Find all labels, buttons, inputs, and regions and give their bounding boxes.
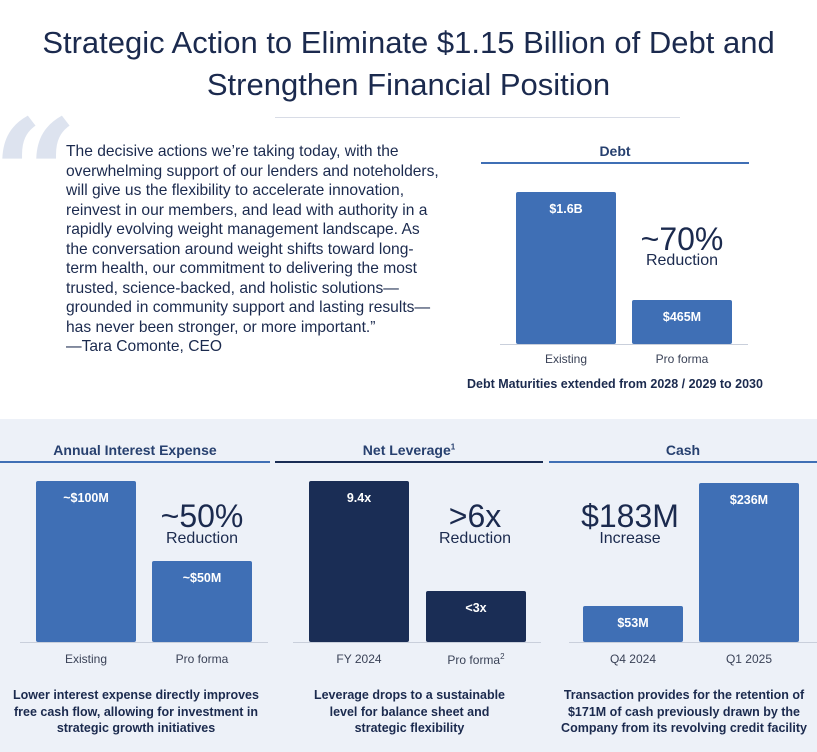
category-label: Pro forma [622, 352, 742, 366]
page-title: Strategic Action to Eliminate $1.15 Bill… [42, 25, 775, 102]
bar-value-label: $465M [662, 310, 702, 324]
category-footnote: 2 [500, 652, 505, 661]
highlight-value: >6x [448, 498, 502, 534]
bar-pro-forma: ~$50M [152, 561, 252, 642]
ceo-quote: The decisive actions we’re taking today,… [66, 142, 441, 357]
chart-title: Debt [599, 143, 631, 159]
bar-value-label: <3x [465, 601, 487, 615]
highlight-value: ~50% [160, 498, 244, 534]
category-label-text: FY 2024 [336, 652, 382, 666]
category-label: FY 2024 [299, 652, 419, 666]
highlight-label: Reduction [645, 252, 719, 269]
chart-baseline [500, 344, 748, 345]
category-label-text: Q4 2024 [609, 652, 657, 666]
quote-mark-icon: “ [0, 87, 79, 263]
bar-pro-forma: <3x [426, 591, 526, 642]
title-divider [275, 117, 680, 118]
bar-value-label: 9.4x [346, 491, 372, 505]
chart-title-text: Net Leverage [362, 442, 451, 458]
chart-caption: Leverage drops to a sustainable level fo… [313, 688, 506, 735]
category-label-text: Pro forma [447, 653, 501, 667]
chart-baseline [293, 642, 541, 643]
category-label: Q1 2025 [689, 652, 809, 666]
category-label: Existing [506, 352, 626, 366]
bar-value-label: ~$100M [63, 491, 109, 505]
highlight-label: Increase [599, 530, 661, 547]
chart-caption: Lower interest expense directly improves… [13, 688, 259, 735]
category-label-text: Pro forma [655, 352, 709, 366]
bar-existing: $1.6B [516, 192, 616, 344]
category-label: Pro forma [142, 652, 262, 666]
category-label-text: Pro forma [175, 652, 229, 666]
highlight-label: Reduction [438, 530, 512, 547]
bar-pro-forma: $465M [632, 300, 732, 344]
chart-baseline [569, 642, 817, 643]
category-label: Q4 2024 [573, 652, 693, 666]
category-label-text: Existing [64, 652, 108, 666]
chart-title: Cash [665, 442, 701, 458]
chart-baseline [20, 642, 268, 643]
highlight-value: $183M [581, 498, 679, 534]
chart-caption: Debt Maturities extended from 2028 / 202… [467, 377, 763, 391]
bar-q4-2024: $53M [583, 606, 683, 642]
bar-value-label: ~$50M [182, 571, 222, 585]
bar-value-label: $236M [729, 493, 769, 507]
highlight-value: ~70% [640, 221, 724, 257]
highlight-label: Reduction [165, 530, 239, 547]
category-label: Existing [26, 652, 146, 666]
chart-title-footnote: 1 [450, 442, 456, 452]
category-label-text: Existing [544, 352, 588, 366]
chart-title: Annual Interest Expense [53, 442, 217, 458]
bar-value-label: $53M [617, 616, 649, 630]
bar-fy-2024: 9.4x [309, 481, 409, 642]
quote-body: The decisive actions we’re taking today,… [66, 143, 439, 336]
category-label-text: Q1 2025 [725, 652, 773, 666]
bar-value-label: $1.6B [549, 202, 583, 216]
chart-title-rule [0, 461, 270, 463]
chart-title-rule [549, 461, 817, 463]
quote-attribution: —Tara Comonte, CEO [66, 338, 222, 355]
bar-existing: ~$100M [36, 481, 136, 642]
chart-title-rule [275, 461, 543, 463]
chart-caption: Transaction provides for the retention o… [561, 688, 807, 735]
chart-title-rule [481, 162, 749, 164]
bar-q1-2025: $236M [699, 483, 799, 642]
chart-title: Net Leverage1 [275, 442, 543, 458]
category-label: Pro forma2 [416, 652, 536, 667]
